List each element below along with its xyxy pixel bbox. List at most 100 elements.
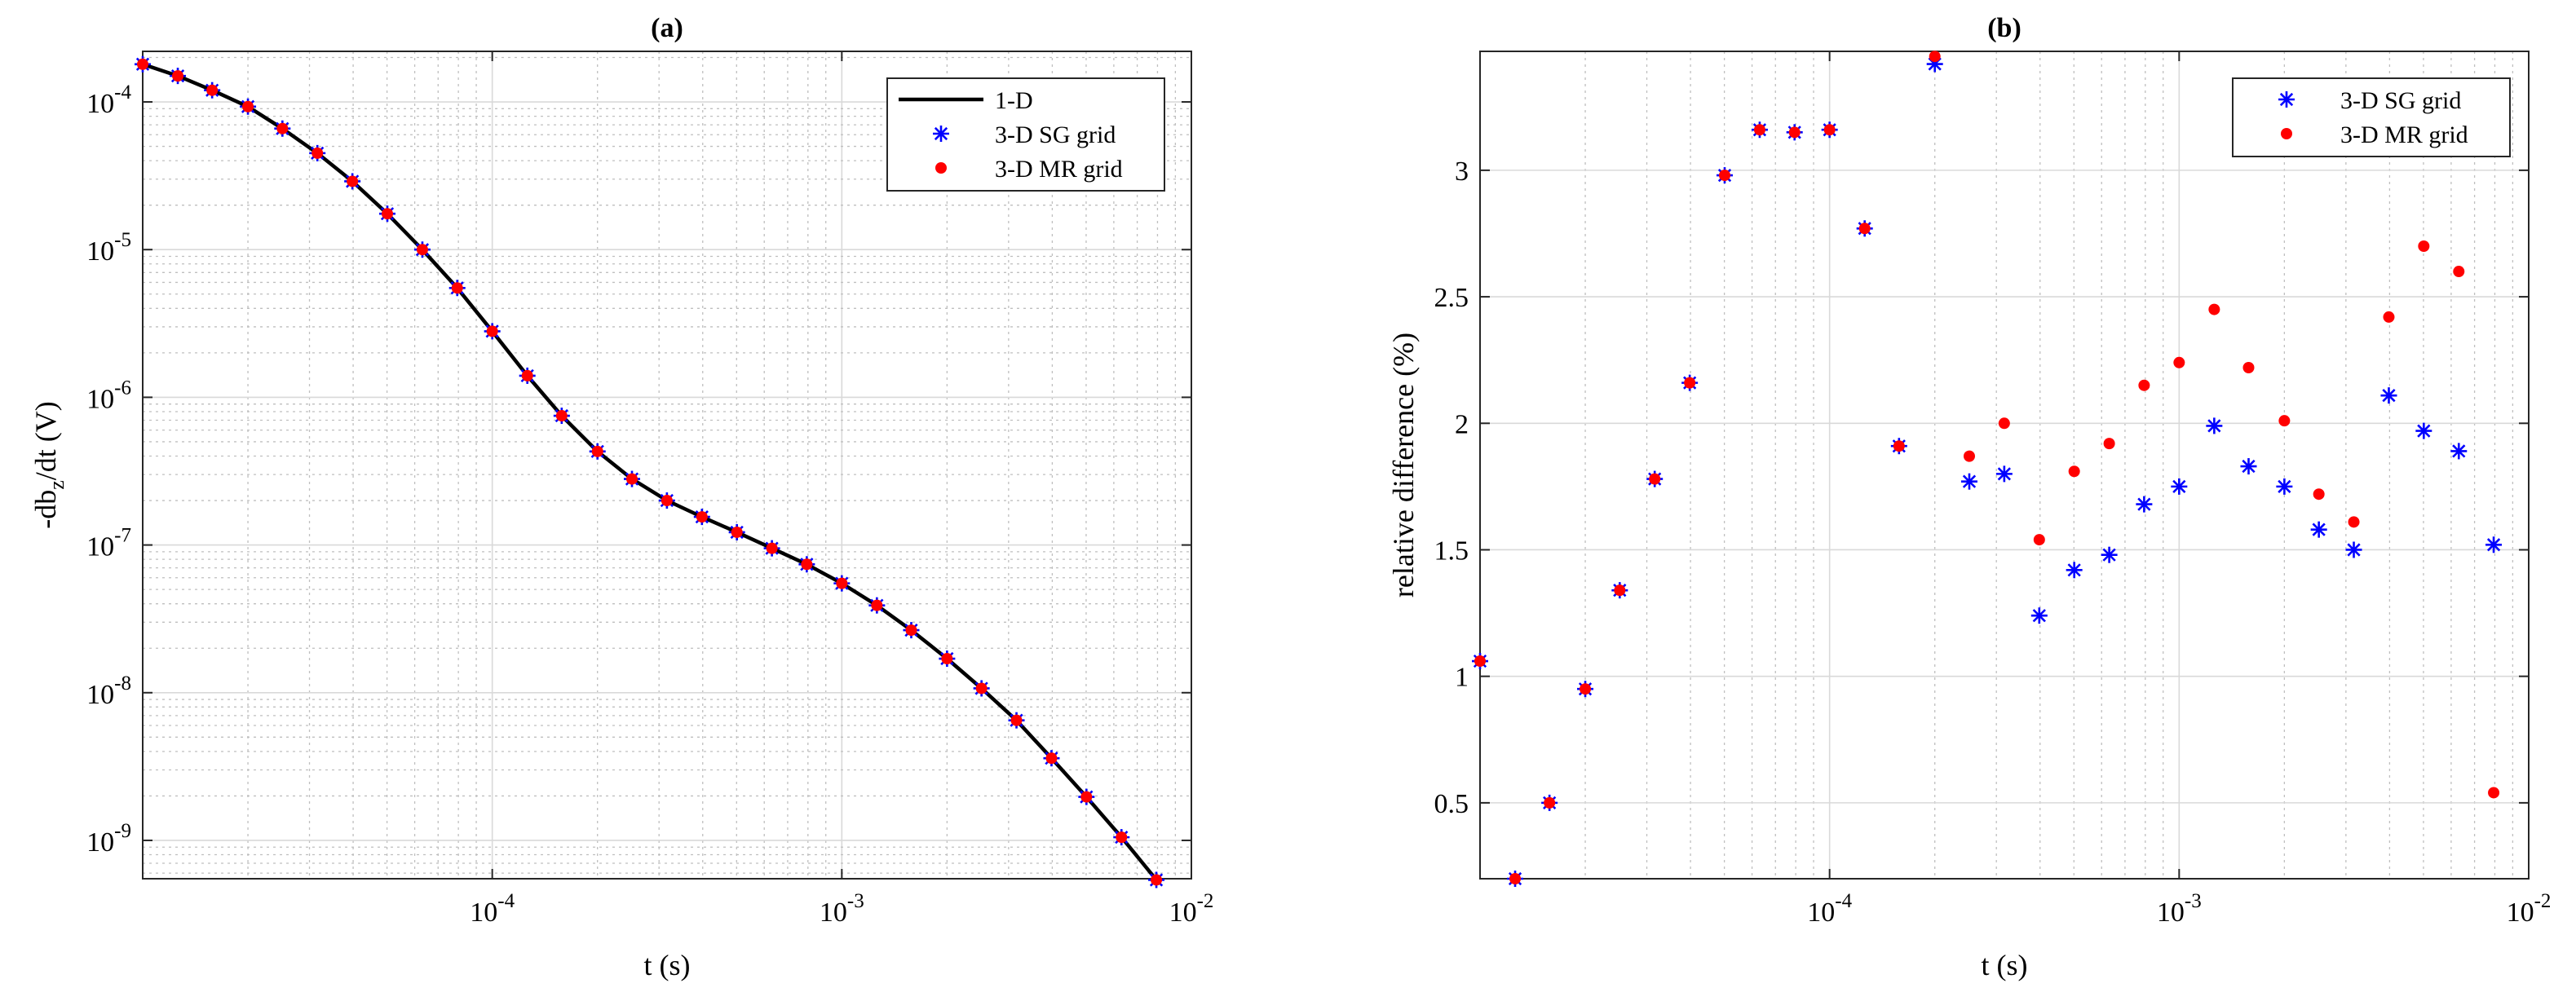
b-sg-point xyxy=(1960,473,1977,490)
a-y-tick-label: 10-4 xyxy=(86,82,131,119)
a-x-tick-label-base: 10 xyxy=(820,897,847,928)
b-mr-point xyxy=(1684,377,1696,389)
b-sg-point-stroke-d2 xyxy=(2486,538,2501,552)
a-mr-point xyxy=(381,208,393,220)
a-y-tick-label: 10-6 xyxy=(86,377,131,414)
a-y-tick-label-exponent: -4 xyxy=(114,82,131,104)
a-mr-point xyxy=(1151,874,1163,886)
b-y-axis-label: relative difference (%) xyxy=(1387,333,1420,598)
a-y-tick-label-exponent: -5 xyxy=(114,229,131,251)
a-legend-label: 3-D SG grid xyxy=(995,121,1116,148)
a-mr-point xyxy=(591,445,603,457)
a-mr-point xyxy=(451,282,463,294)
a-series-3-d-mr-grid xyxy=(137,58,1163,886)
b-mr-point xyxy=(2242,361,2255,373)
b-sg-point xyxy=(2240,458,2257,475)
a-chart-title: (a) xyxy=(651,13,683,43)
b-sg-point xyxy=(2101,546,2118,563)
b-y-tick-label: 1.5 xyxy=(1434,536,1469,566)
b-mr-point xyxy=(2453,266,2465,278)
b-mr-point xyxy=(1893,440,1905,452)
b-legend-dot xyxy=(2281,128,2292,139)
b-mr-point xyxy=(1963,450,1975,462)
a-mr-point xyxy=(905,624,917,637)
a-x-tick-label: 10-2 xyxy=(1169,890,1214,928)
a-y-tick-label-base: 10 xyxy=(86,532,114,562)
b-legend-star-stroke-d2 xyxy=(2279,92,2294,107)
a-mr-point xyxy=(625,473,638,485)
a-mr-point xyxy=(521,369,533,381)
a-x-tick-label-exponent: -4 xyxy=(497,890,515,912)
b-sg-point-stroke-d2 xyxy=(2067,563,2081,577)
b-x-tick-label: 10-2 xyxy=(2507,890,2552,928)
b-axes-box xyxy=(1479,51,2530,880)
b-sg-point xyxy=(2066,562,2083,579)
b-sg-point xyxy=(2136,496,2153,513)
b-mr-point xyxy=(2383,311,2395,323)
b-x-tick-label: 10-4 xyxy=(1807,890,1852,928)
a-y-tick-label-exponent: -9 xyxy=(114,820,131,842)
b-y-tick-label: 1 xyxy=(1455,663,1469,693)
a-x-tick-label-exponent: -3 xyxy=(847,890,864,912)
a-mr-point xyxy=(555,410,568,422)
b-sg-point-stroke-d2 xyxy=(2278,479,2291,494)
a-y-tick-label-base: 10 xyxy=(86,89,114,119)
b-sg-point xyxy=(2276,478,2293,495)
b-mr-point xyxy=(2103,438,2115,450)
b-sg-point-stroke-d2 xyxy=(2137,497,2151,511)
b-mr-point xyxy=(2488,787,2500,799)
a-y-axis-label: -dbz/dt (V) xyxy=(29,401,68,529)
b-sg-point-stroke-d2 xyxy=(2312,523,2326,536)
a-x-axis-label: t (s) xyxy=(644,949,691,981)
a-mr-point xyxy=(172,70,184,82)
b-grid xyxy=(1479,51,2529,879)
a-x-tick-label: 10-3 xyxy=(820,890,864,928)
panel-a: 10-4 10-3 10-210-410-510-610-710-810-9(a)t… xyxy=(29,13,1213,981)
a-y-axis-label-sub: z xyxy=(45,480,68,490)
b-legend: 3-D SG grid 3-D MR grid xyxy=(2232,77,2511,157)
a-mr-point xyxy=(416,244,428,256)
b-x-tick-label-exponent: -4 xyxy=(1835,890,1852,912)
b-sg-point xyxy=(2171,478,2188,495)
b-sg-point-stroke-d2 xyxy=(2382,389,2396,403)
b-sg-point-stroke-d2 xyxy=(2102,548,2116,562)
b-mr-point xyxy=(1823,124,1836,136)
b-sg-point-stroke-d2 xyxy=(2242,459,2256,474)
b-legend-box xyxy=(2232,77,2511,157)
a-mr-point xyxy=(836,577,848,589)
b-y-tick-label: 2 xyxy=(1455,409,1469,439)
a-legend-dot xyxy=(935,162,947,174)
a-mr-point xyxy=(941,653,953,665)
b-mr-point xyxy=(1544,796,1556,809)
b-mr-point xyxy=(1649,473,1661,485)
b-sg-point xyxy=(2310,521,2327,538)
a-mr-point xyxy=(486,325,498,337)
a-y-tick-label-base: 10 xyxy=(86,680,114,710)
a-mr-point xyxy=(766,542,778,554)
b-sg-point xyxy=(2380,387,2397,404)
b-sg-point xyxy=(2415,422,2432,439)
b-mr-point xyxy=(1753,124,1765,136)
b-mr-point xyxy=(1858,223,1871,235)
a-y-tick-label-exponent: -7 xyxy=(114,525,131,547)
panel-b: 10-4 10-3 10-20.511.522.53(b)t (s)relative… xyxy=(1387,13,2551,981)
a-mr-point xyxy=(1010,714,1023,726)
a-mr-point xyxy=(1045,752,1058,765)
b-sg-point xyxy=(1995,465,2013,483)
b-sg-point xyxy=(2485,536,2503,553)
b-mr-point xyxy=(1929,51,1941,63)
a-mr-point xyxy=(661,495,673,507)
a-mr-point xyxy=(975,682,988,695)
b-mr-point xyxy=(2208,303,2220,315)
a-mr-point xyxy=(312,147,324,159)
a-y-tick-label-exponent: -8 xyxy=(114,672,131,695)
b-sg-point-stroke-d2 xyxy=(2172,479,2186,494)
a-y-tick-label: 10-8 xyxy=(86,672,131,710)
b-tick-marks xyxy=(1480,51,2530,879)
b-sg-point-stroke-d2 xyxy=(1962,474,1977,488)
b-mr-point xyxy=(2418,240,2430,253)
a-y-tick-label: 10-9 xyxy=(86,820,131,858)
b-mr-point xyxy=(1998,417,2010,430)
b-mr-point xyxy=(2138,379,2150,391)
